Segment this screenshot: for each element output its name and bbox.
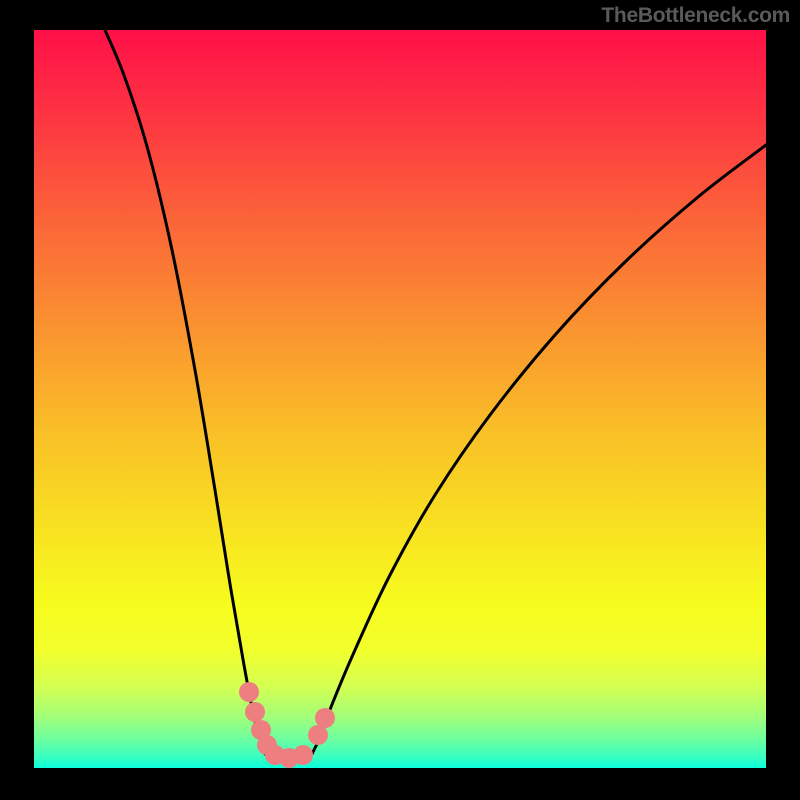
marker-left-0 <box>239 682 259 702</box>
marker-left-6 <box>293 745 313 765</box>
watermark-text: TheBottleneck.com <box>601 4 790 28</box>
marker-left-1 <box>245 702 265 722</box>
chart-svg <box>0 0 800 800</box>
marker-right-1 <box>315 708 335 728</box>
plot-area-gradient <box>34 30 766 768</box>
chart-container: TheBottleneck.com <box>0 0 800 800</box>
